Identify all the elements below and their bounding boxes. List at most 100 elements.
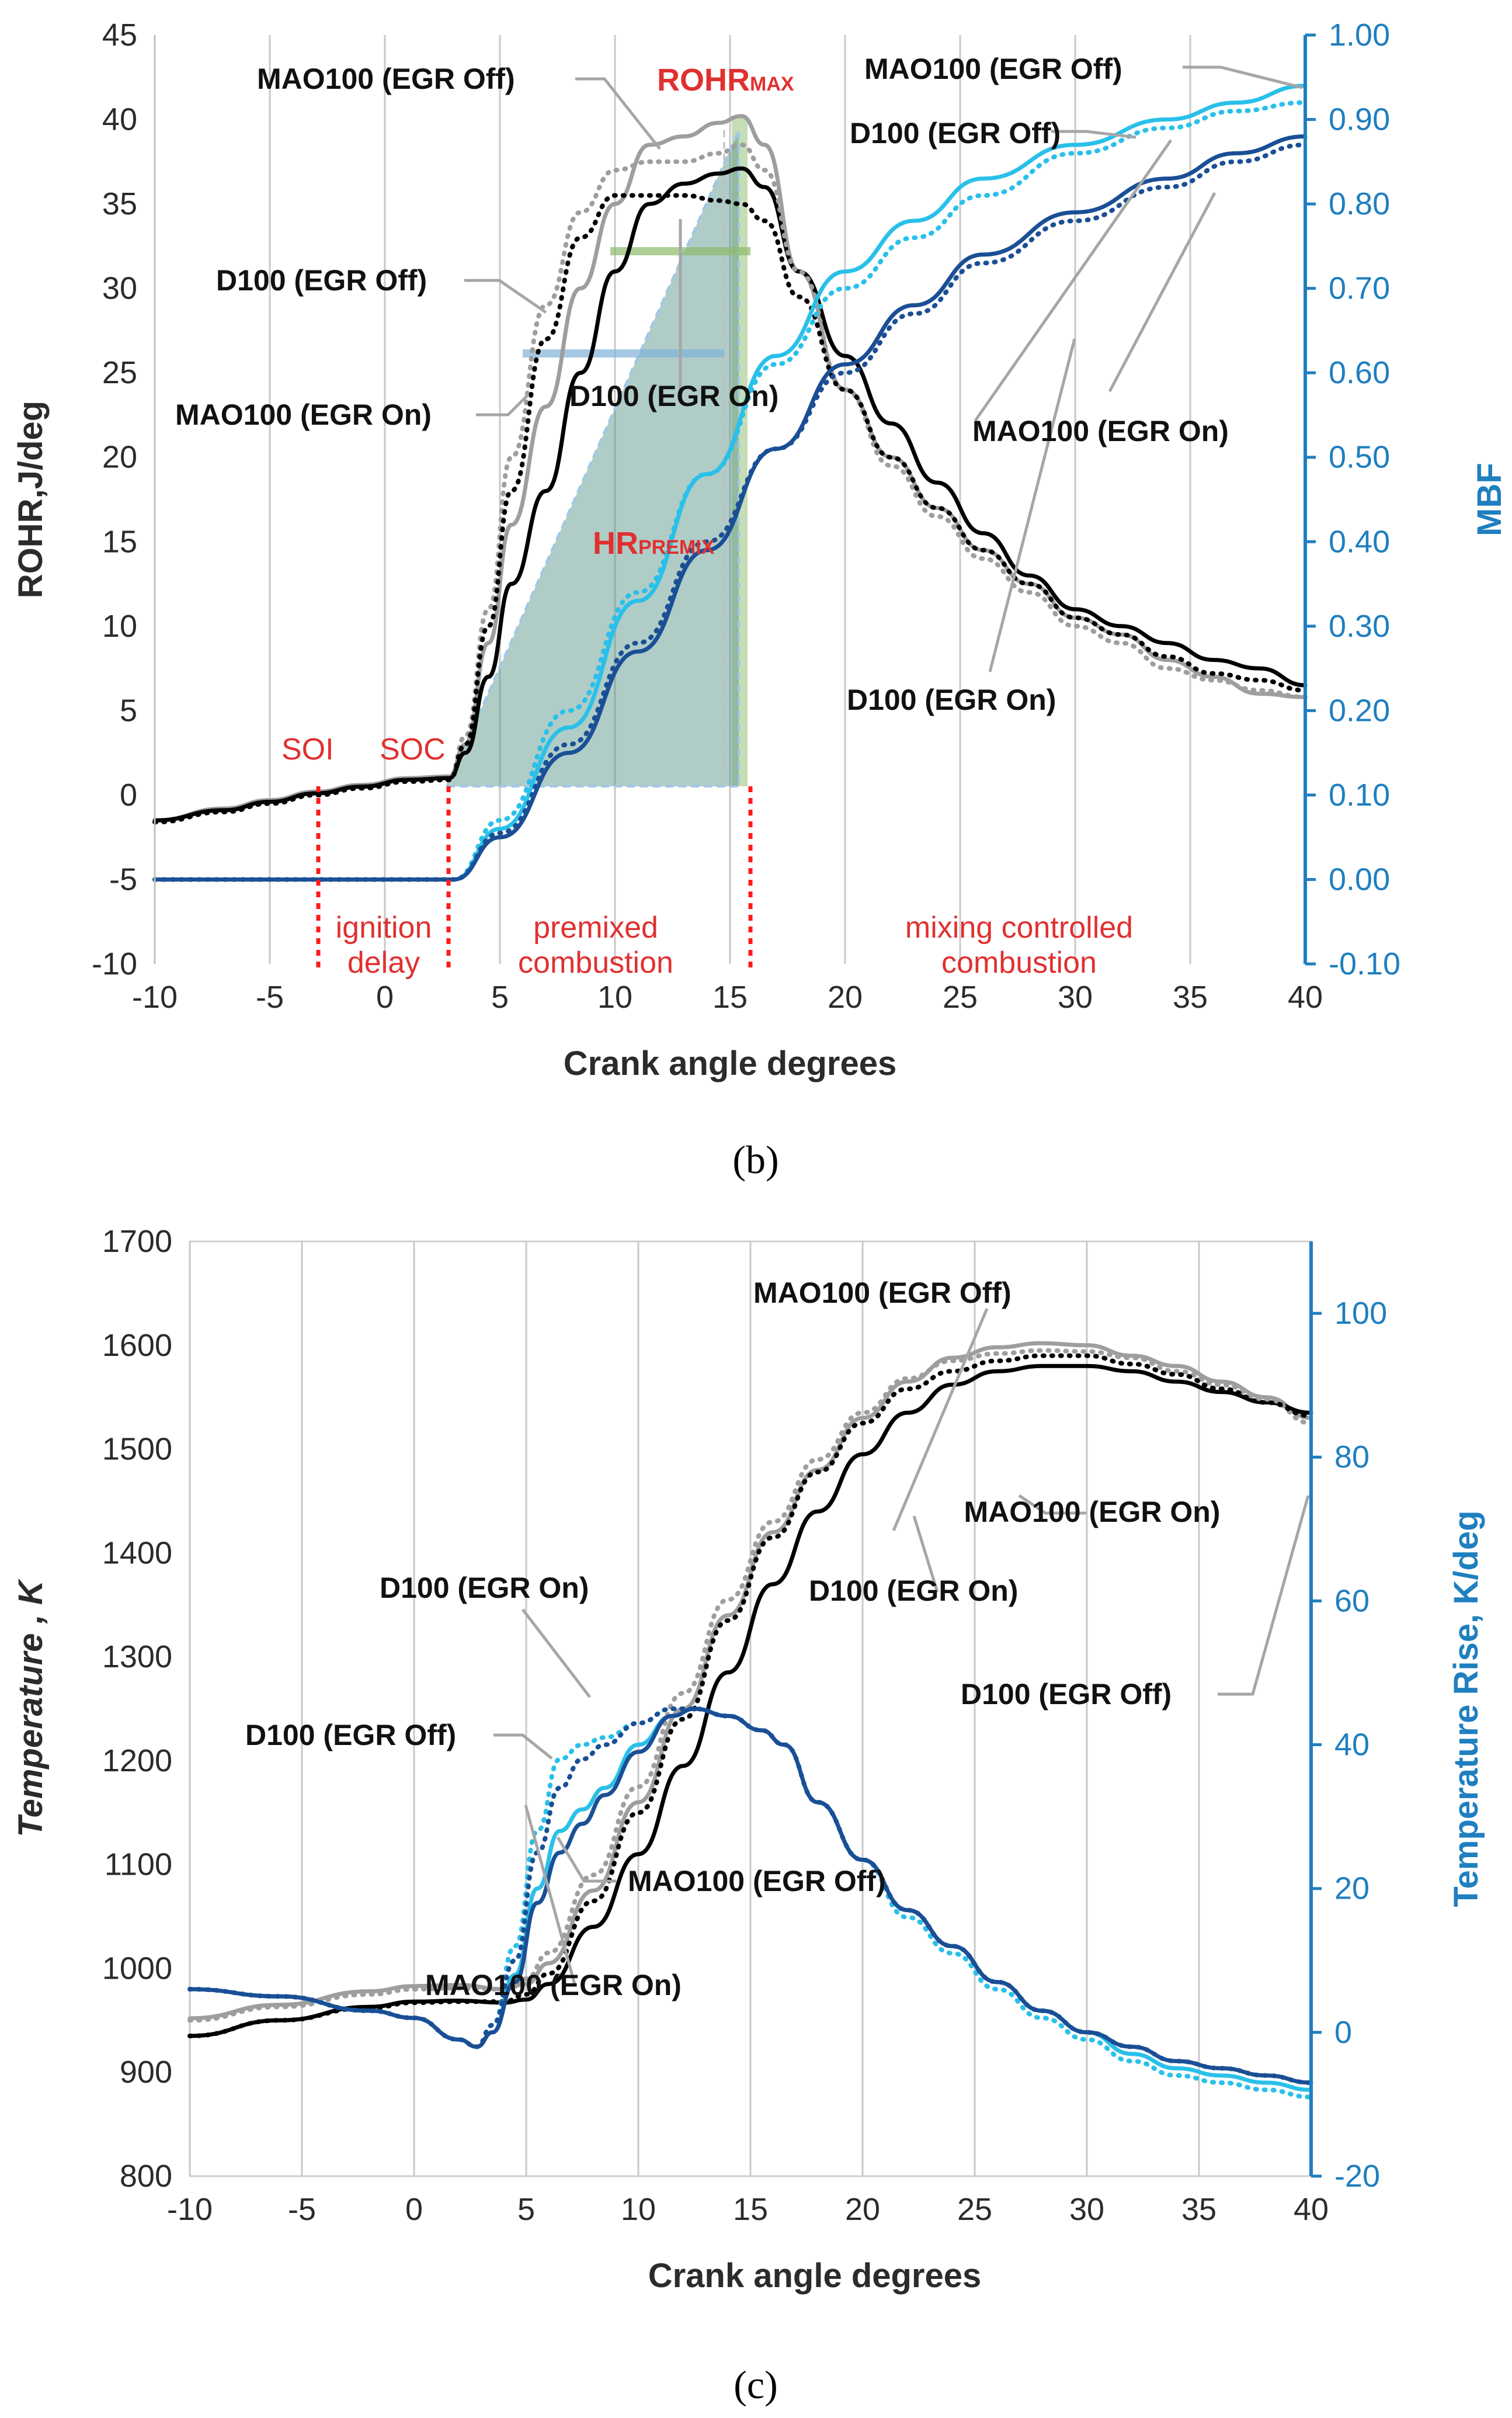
x-tick-label: 30: [1069, 2192, 1104, 2227]
y2-tick-label: 1.00: [1329, 18, 1390, 53]
y2-tick-label: 80: [1334, 1439, 1370, 1475]
y2-tick-label: 0.40: [1329, 524, 1390, 559]
x-tick-label: 35: [1181, 2192, 1216, 2227]
y2-tick-marks-b: [1305, 33, 1316, 966]
y2-tick-label: -0.10: [1329, 946, 1400, 981]
label-soi: SOI: [281, 733, 334, 766]
x-tick-label: 25: [943, 980, 978, 1015]
series-c: [187, 1341, 1313, 2100]
y-tick-label: 1200: [102, 1743, 172, 1778]
x-tick-label: -10: [167, 2192, 213, 2227]
x-tick-label: 40: [1294, 2192, 1329, 2227]
x-tick-label: 15: [712, 980, 748, 1015]
y2-tick-label: 0.90: [1329, 102, 1390, 137]
panel-label-b: (b): [732, 1137, 778, 1182]
y2-tick-label: 0.00: [1329, 862, 1390, 897]
leader-d-on-right: [988, 338, 1076, 672]
y-tick-label: 45: [102, 18, 137, 53]
hr-premix-sub: PREMIX: [638, 536, 715, 558]
leader-d-off-left: [493, 1733, 553, 1760]
x-tick-label: 10: [597, 980, 632, 1015]
y-tick-label: 1100: [105, 1847, 172, 1882]
x-tick-label: -5: [256, 980, 284, 1015]
callout-c-mao-off-bottom: MAO100 (EGR Off): [628, 1865, 886, 1897]
label-mixing-controlled: mixing controlled: [905, 911, 1133, 945]
y2-tick-label: 40: [1334, 1727, 1370, 1763]
callout-c-d-off-left: D100 (EGR Off): [245, 1719, 456, 1751]
callout-c-d-on-right: D100 (EGR On): [809, 1574, 1018, 1607]
tick-labels-b: -10 -5 0 5 10 15 20 25 30 35 40 -10 -5 0 5 10 15 20 25 30 35…: [92, 18, 1400, 1015]
leader-d-on-left: [522, 1608, 591, 1698]
y2-tick-label: 100: [1334, 1296, 1387, 1331]
callout-d-off-left: D100 (EGR Off): [216, 264, 427, 297]
callout-c-d-off-right: D100 (EGR Off): [961, 1678, 1172, 1711]
series-line-temp_d_on: [187, 1353, 1313, 2038]
leader-d-off-left: [464, 279, 547, 314]
series-line-rohr_d_off: [152, 166, 1308, 823]
y-tick-label: 800: [120, 2159, 172, 2194]
leader-d-off-right: [1051, 130, 1136, 139]
panel-label-c: (c): [734, 2363, 777, 2407]
x-axis-title-b: Crank angle degrees: [564, 1045, 897, 1083]
x-tick-label: 20: [828, 980, 863, 1015]
y-tick-label: 40: [102, 102, 137, 137]
y-tick-label: 1700: [102, 1224, 172, 1259]
x-tick-label: 5: [517, 2192, 535, 2227]
callout-mao-on-right: MAO100 (EGR On): [972, 415, 1229, 447]
leader-mao-on-left: [476, 393, 530, 417]
series-line-rise_d_on: [187, 1706, 1313, 2085]
y2-tick-label: 0.70: [1329, 271, 1390, 306]
rohr-max-main: ROHR: [657, 63, 750, 98]
y-tick-label: 1000: [102, 1951, 172, 1986]
callout-mao-off-left: MAO100 (EGR Off): [257, 63, 515, 95]
x-tick-label: 40: [1288, 980, 1323, 1015]
y2-tick-marks-c: [1311, 1312, 1322, 2178]
leader-lines-b: [464, 65, 1303, 672]
callout-d-off-right: D100 (EGR Off): [850, 117, 1061, 150]
x-tick-label: 0: [405, 2192, 423, 2227]
leader-mao-on-bottom: [524, 1805, 577, 1987]
callout-c-d-on-left: D100 (EGR On): [380, 1571, 589, 1604]
hr-premix-outline: [444, 130, 740, 788]
y-tick-label: -10: [92, 946, 137, 981]
y2-tick-label: 0.30: [1329, 609, 1390, 644]
label-delay: delay: [347, 946, 420, 980]
callout-rohr-max: ROHRMAX: [657, 63, 794, 98]
callout-c-mao-off-top: MAO100 (EGR Off): [753, 1276, 1012, 1309]
x-tick-label: 35: [1173, 980, 1208, 1015]
y-tick-label: 20: [102, 440, 137, 475]
callout-c-mao-on-bottom: MAO100 (EGR On): [425, 1969, 682, 2001]
leader-mao-off-bottom: [556, 1836, 616, 1883]
y2-tick-label: 0: [1334, 2015, 1352, 2050]
y-axis-title-b: ROHR,J/deg: [12, 401, 50, 598]
x-tick-label: -10: [132, 980, 178, 1015]
y2-tick-label: 20: [1334, 1871, 1370, 1906]
leader-d-off-right: [1218, 1495, 1310, 1696]
x-tick-label: 30: [1058, 980, 1093, 1015]
y-tick-label: 1600: [102, 1328, 172, 1363]
leader-mao-off-left: [575, 77, 661, 150]
y2-tick-label: -20: [1334, 2159, 1380, 2194]
y-tick-label: 5: [120, 693, 137, 728]
y-tick-label: 10: [102, 609, 137, 644]
y2-tick-label: 0.80: [1329, 186, 1390, 221]
y-tick-label: -5: [109, 862, 137, 897]
y2-tick-label: 0.60: [1329, 355, 1390, 390]
leader-mao-on-right: [1018, 1494, 1086, 1515]
y-tick-label: 900: [120, 2055, 172, 2090]
x-tick-label: 25: [957, 2192, 992, 2227]
x-tick-label: 10: [621, 2192, 656, 2227]
leader-lines-c: [493, 1308, 1310, 1987]
label-soc: SOC: [380, 733, 446, 766]
y-tick-label: 35: [102, 186, 137, 221]
hr-premix-main: HR: [593, 526, 638, 561]
label-premixed-combustion: combustion: [518, 946, 673, 980]
series-line-mbf_mao_on: [152, 100, 1308, 882]
y2-axis-title-b: MBF: [1471, 463, 1508, 536]
y-tick-label: 1300: [102, 1639, 172, 1674]
leader-mao-on-right-b: [1108, 192, 1216, 393]
label-ignition: ignition: [336, 911, 432, 945]
chart-c: -10 -5 0 5 10 15 20 25 30 35 408009001000110012001…: [12, 1224, 1485, 2295]
callout-mao-on-left: MAO100 (EGR On): [175, 398, 432, 431]
callout-hr-premix: HRPREMIX: [593, 526, 715, 561]
